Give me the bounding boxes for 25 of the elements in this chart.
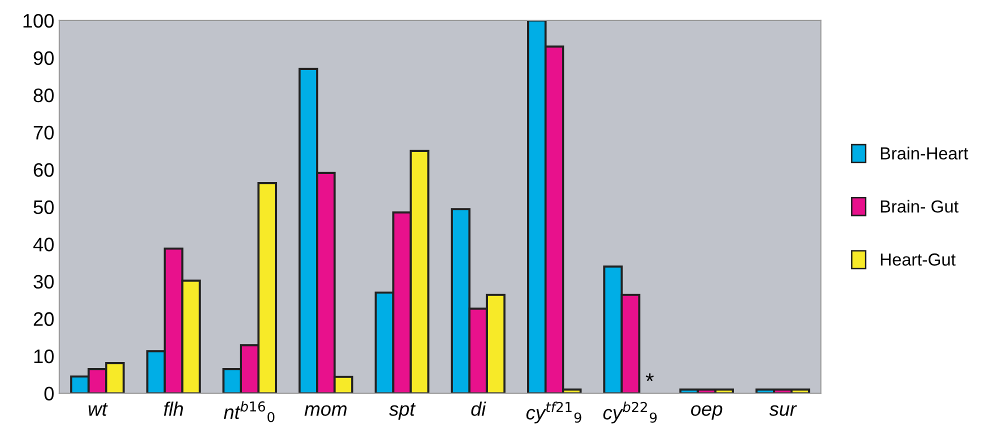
y-tick-label: 10 <box>34 349 54 364</box>
y-tick-label: 70 <box>34 126 54 140</box>
x-tick-label: cy$^{tf21}$$_{9}$ <box>526 402 582 424</box>
legend-label: Brain-Heart <box>880 146 968 160</box>
y-tick-label: 40 <box>33 238 54 252</box>
x-tick-label: cy$^{b22}$$_{9}$ <box>603 402 657 424</box>
x-tick-label: wt <box>88 403 108 416</box>
x-tick-label: sur <box>769 405 797 416</box>
y-tick-label: 90 <box>34 51 54 66</box>
legend-label: Brain- Gut <box>880 200 958 213</box>
y-tick-label: 80 <box>34 88 54 102</box>
y-tick-label: 30 <box>34 274 54 289</box>
x-tick-label: flh <box>164 402 183 416</box>
y-tick-label: 100 <box>24 14 54 28</box>
y-tick-label: 20 <box>34 312 54 326</box>
y-tick-label: 0 <box>44 386 54 401</box>
y-tick-label: 50 <box>34 200 54 214</box>
x-tick-label: mom <box>304 405 347 416</box>
legend-label: Heart-Gut <box>880 253 956 266</box>
x-tick-label: di <box>471 402 486 416</box>
annotation: * <box>646 373 654 382</box>
y-tick-label: 60 <box>34 163 54 177</box>
x-tick-label: nt$^{b16}$$_{0}$ <box>224 401 274 422</box>
x-tick-label: spt <box>389 403 416 420</box>
x-tick-label: oep <box>691 405 722 420</box>
